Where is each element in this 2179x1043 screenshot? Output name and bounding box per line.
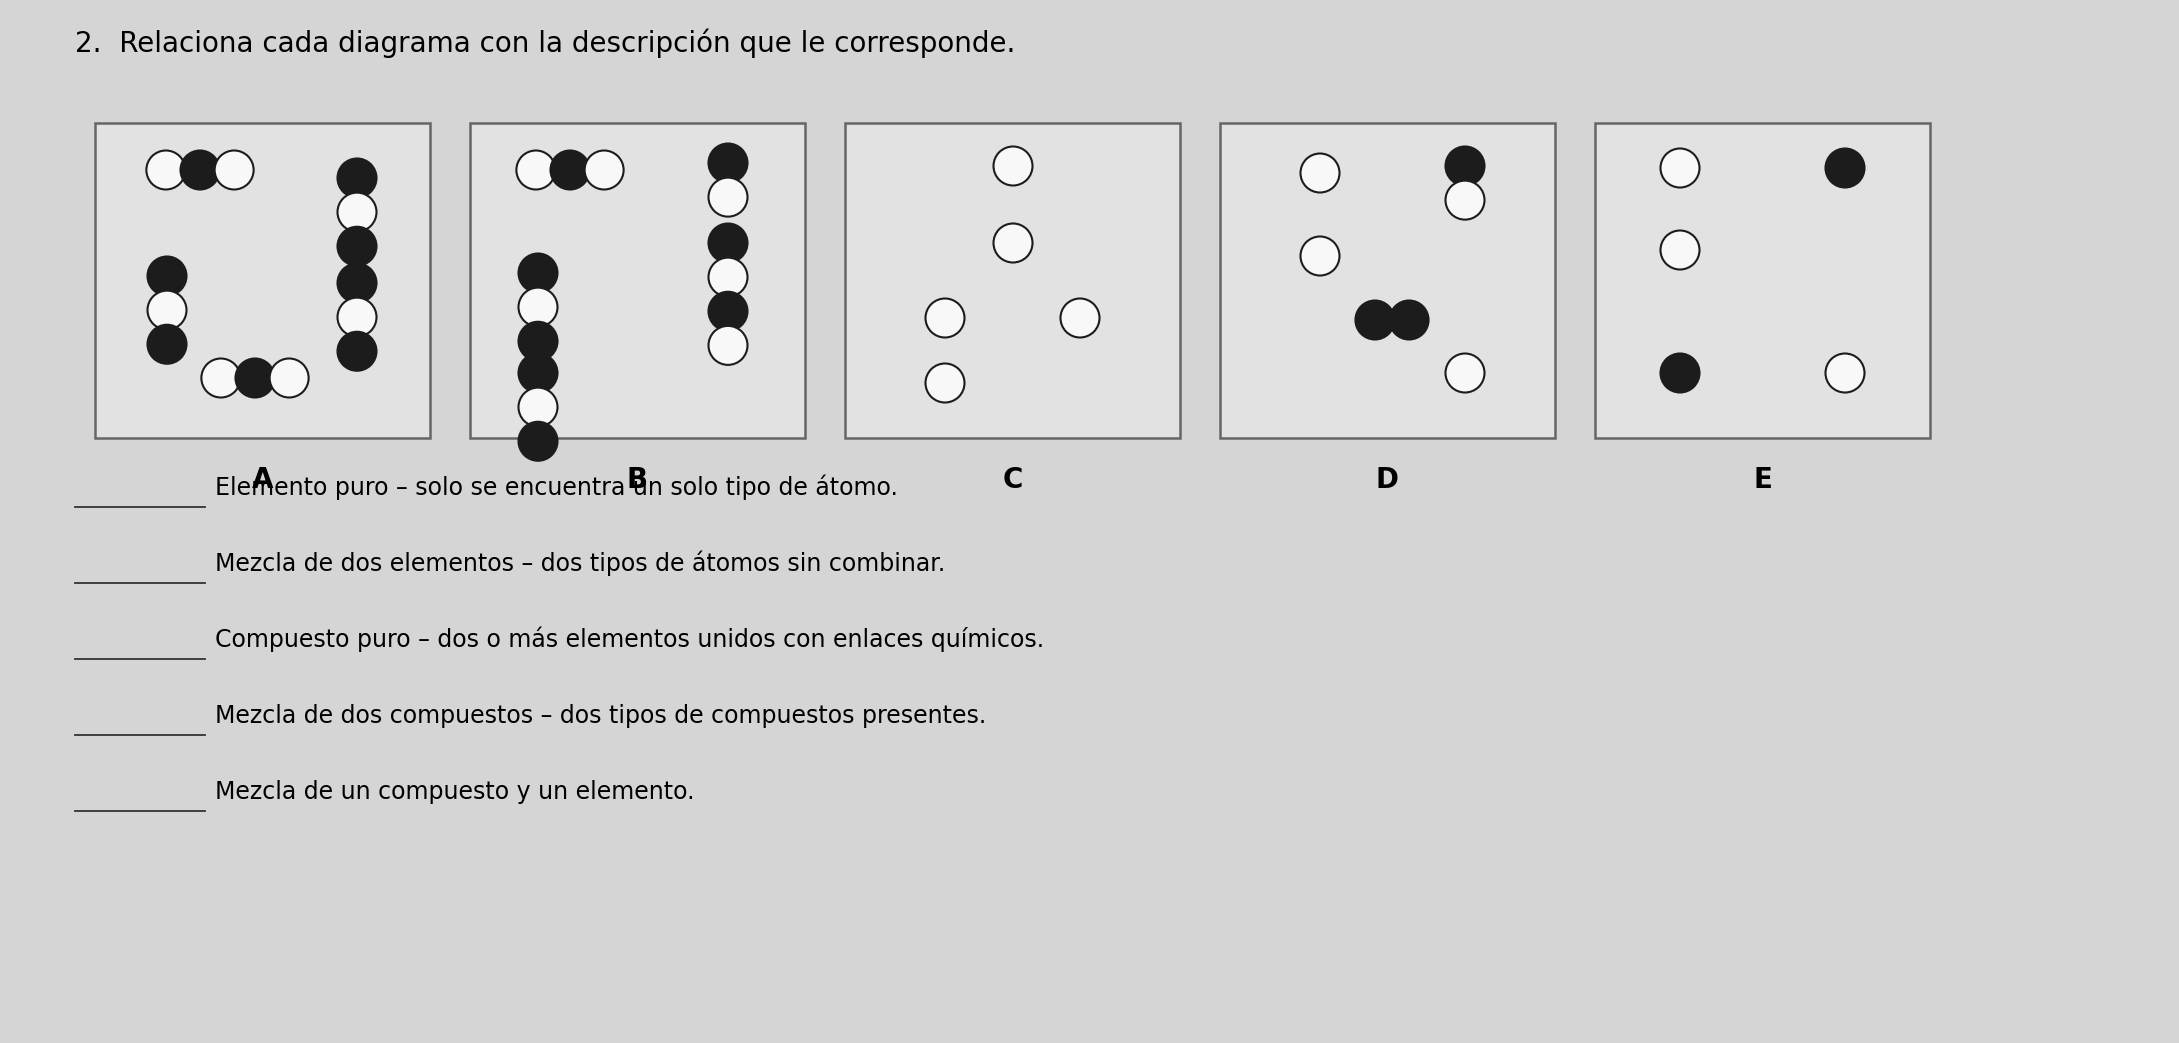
Circle shape [200,359,240,397]
Circle shape [338,264,377,302]
Circle shape [1445,354,1484,392]
Circle shape [1826,148,1865,188]
Circle shape [148,324,187,364]
Circle shape [994,223,1033,263]
Circle shape [519,253,558,292]
FancyBboxPatch shape [1220,123,1556,438]
Circle shape [516,150,556,190]
Text: D: D [1375,466,1399,494]
Text: C: C [1002,466,1022,494]
Circle shape [708,177,747,217]
Text: Elemento puro – solo se encuentra un solo tipo de átomo.: Elemento puro – solo se encuentra un sol… [216,475,898,500]
Circle shape [519,288,558,326]
Circle shape [994,146,1033,186]
Circle shape [584,150,623,190]
Circle shape [926,298,965,338]
Circle shape [148,257,187,295]
Circle shape [519,354,558,392]
Circle shape [214,150,253,190]
FancyBboxPatch shape [1595,123,1931,438]
Circle shape [708,258,747,296]
Circle shape [708,325,747,365]
Text: Mezcla de dos compuestos – dos tipos de compuestos presentes.: Mezcla de dos compuestos – dos tipos de … [216,704,987,728]
Circle shape [338,226,377,266]
Circle shape [146,150,185,190]
Circle shape [181,150,220,190]
Circle shape [338,159,377,197]
Circle shape [338,193,377,232]
FancyBboxPatch shape [471,123,804,438]
Text: Compuesto puro – dos o más elementos unidos con enlaces químicos.: Compuesto puro – dos o más elementos uni… [216,627,1044,652]
Circle shape [708,223,747,263]
Circle shape [1660,148,1700,188]
Circle shape [551,150,591,190]
Text: 2.  Relaciona cada diagrama con la descripción que le corresponde.: 2. Relaciona cada diagrama con la descri… [74,28,1015,57]
Circle shape [1355,300,1395,340]
Text: A: A [253,466,272,494]
Circle shape [338,332,377,370]
Circle shape [1301,237,1340,275]
Circle shape [519,388,558,427]
Circle shape [270,359,309,397]
FancyBboxPatch shape [96,123,429,438]
Text: E: E [1754,466,1772,494]
Circle shape [519,321,558,361]
Text: B: B [628,466,647,494]
Circle shape [1660,231,1700,269]
Circle shape [519,421,558,461]
Circle shape [1061,298,1100,338]
Circle shape [1826,354,1865,392]
Text: Mezcla de un compuesto y un elemento.: Mezcla de un compuesto y un elemento. [216,780,695,804]
Text: Mezcla de dos elementos – dos tipos de átomos sin combinar.: Mezcla de dos elementos – dos tipos de á… [216,551,946,576]
Circle shape [1445,146,1484,186]
Circle shape [1301,153,1340,193]
FancyBboxPatch shape [845,123,1181,438]
Circle shape [708,144,747,183]
Circle shape [926,364,965,403]
Circle shape [1390,300,1429,340]
Circle shape [338,297,377,337]
Circle shape [235,359,275,397]
Circle shape [708,292,747,331]
Circle shape [1445,180,1484,220]
Circle shape [1660,354,1700,392]
Circle shape [148,291,187,330]
